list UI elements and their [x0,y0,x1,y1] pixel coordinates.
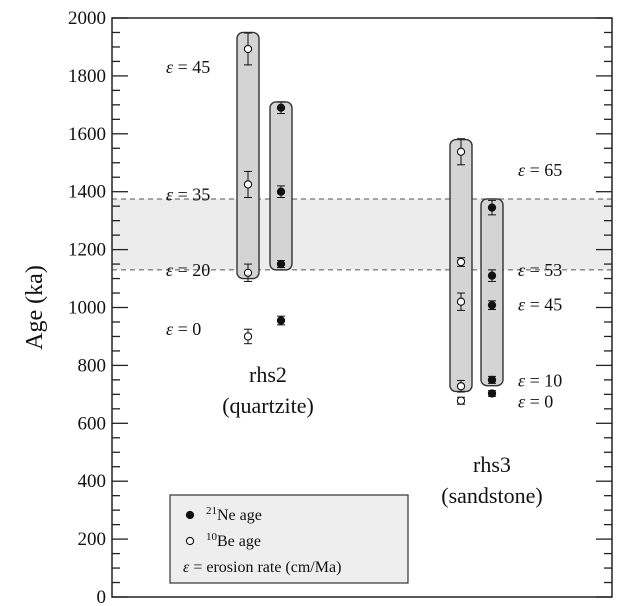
legend-label-2: ε = erosion rate (cm/Ma) [183,559,341,576]
data-marker [456,147,466,156]
data-marker [456,382,466,391]
data-marker [243,332,253,341]
erosion-label-7: ε = 10 [518,370,562,390]
point-ne21-7 [487,269,497,282]
point-ne21-2 [276,185,286,198]
erosion-label-0: ε = 45 [166,57,210,77]
erosion-label-4: ε = 65 [518,160,562,180]
data-marker [487,203,497,212]
y-axis-title: Age (ka) [22,265,48,350]
data-marker [487,301,497,310]
point-ne21-0 [276,315,286,326]
y-tick-label: 2000 [68,8,106,29]
shaded-band [112,198,612,270]
legend-marker-1 [185,536,195,546]
y-tick-label: 400 [78,471,107,492]
legend-label-1: 10Be age [206,531,261,550]
range-box-0 [236,31,260,280]
point-ne21-4 [487,389,497,398]
range-box-3 [480,198,504,387]
y-tick-label: 800 [78,355,107,376]
legend: 21Ne age 10Be age ε = erosion rate (cm/Ma) [169,494,409,584]
data-marker [487,271,497,280]
data-marker [456,297,466,306]
point-be10-3 [243,32,253,66]
point-be10-6 [456,292,466,311]
data-marker [276,316,286,325]
point-be10-7 [456,257,466,267]
group-label-0-line-1: (quartzite) [222,393,314,418]
erosion-label-5: ε = 53 [518,260,562,280]
erosion-label-6: ε = 45 [518,295,562,315]
point-be10-0 [243,328,253,345]
point-be10-8 [456,138,466,166]
y-tick-label: 0 [97,587,107,606]
point-be10-2 [243,170,253,198]
data-marker [276,103,286,112]
group-label-0-line-0: rhs2 [249,362,287,387]
group-label-1-line-1: (sandstone) [441,483,542,508]
point-be10-1 [243,263,253,282]
y-tick-label: 1800 [68,66,106,87]
point-ne21-5 [487,375,497,385]
data-marker [276,187,286,196]
data-marker [456,396,466,405]
y-tick-label: 1600 [68,124,106,145]
point-ne21-1 [276,259,286,269]
y-tick-label: 1000 [68,298,106,319]
y-tick-label: 600 [78,413,107,434]
erosion-label-3: ε = 0 [166,319,201,339]
legend-label-0: 21Ne age [206,505,262,524]
erosion-label-2: ε = 20 [166,260,210,280]
data-marker [243,180,253,189]
point-be10-5 [456,379,466,393]
data-marker [487,389,497,398]
group-label-1-line-0: rhs3 [473,452,511,477]
y-tick-label: 200 [78,529,107,550]
data-marker [243,44,253,54]
point-ne21-6 [487,300,497,311]
legend-box [169,494,409,584]
data-marker [487,375,497,385]
point-ne21-3 [276,101,286,115]
y-tick-label: 1200 [68,240,106,261]
erosion-label-1: ε = 35 [166,185,210,205]
erosion-label-8: ε = 0 [518,392,553,412]
data-marker [456,257,466,267]
legend-marker-0 [185,510,195,520]
y-tick-label: 1400 [68,182,106,203]
point-ne21-8 [487,199,497,216]
point-be10-4 [456,396,466,405]
data-marker [276,259,286,269]
data-marker [243,268,253,277]
